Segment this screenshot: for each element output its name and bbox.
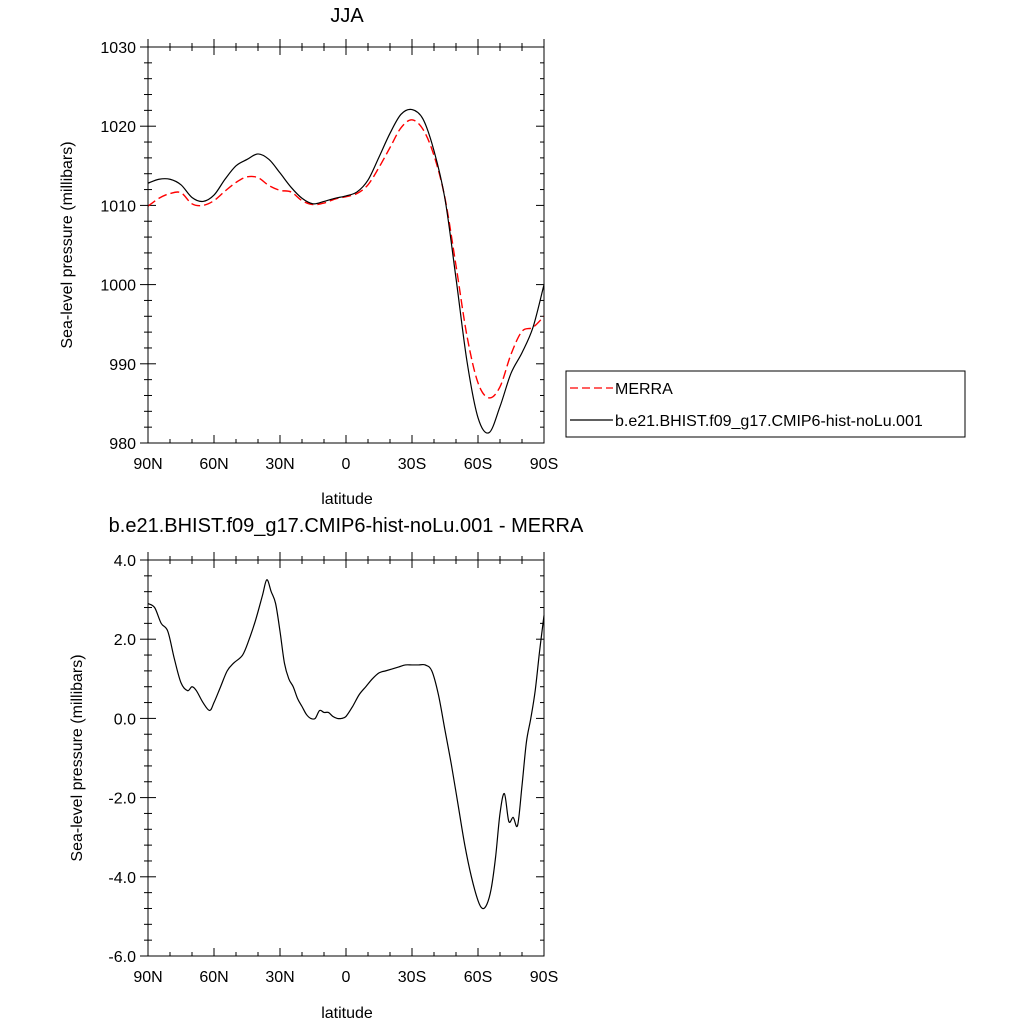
legend-box — [565, 370, 966, 438]
legend-label-model: b.e21.BHIST.f09_g17.CMIP6-hist-noLu.001 — [615, 413, 923, 430]
bottom-y-tick-label: 4.0 — [114, 553, 136, 570]
top-chart-title: JJA — [330, 5, 364, 27]
top-y-tick-label: 1030 — [100, 40, 136, 57]
top-series-layer — [147, 108, 545, 434]
top-y-tick-label: 980 — [109, 436, 136, 453]
top-x-tick-label: 60S — [464, 456, 492, 473]
top-x-tick-label: 60N — [199, 456, 228, 473]
top-y-tick-label: 1010 — [100, 198, 136, 215]
bottom-plot-frame — [147, 559, 545, 957]
top-panel: JJA 90N 60N 30N 0 30S 60S 90S 1030 1020 1010 1000… — [59, 5, 558, 508]
bottom-x-tick-label: 0 — [342, 969, 351, 986]
bottom-x-tick-label: 90N — [133, 969, 162, 986]
bottom-y-tick-labels: 4.0 2.0 0.0 -2.0 -4.0 -6.0 — [108, 553, 136, 966]
bottom-panel: b.e21.BHIST.f09_g17.CMIP6-hist-noLu.001 … — [69, 515, 584, 1022]
bottom-y-tick-label: -4.0 — [108, 870, 136, 887]
bottom-x-axis-label: latitude — [321, 1005, 373, 1022]
bottom-x-tick-label: 60S — [464, 969, 492, 986]
top-x-tick-label: 30N — [265, 456, 294, 473]
top-y-tick-labels: 1030 1020 1010 1000 990 980 — [100, 40, 136, 453]
top-series-line-merra — [147, 119, 545, 399]
bottom-chart-title: b.e21.BHIST.f09_g17.CMIP6-hist-noLu.001 … — [109, 515, 584, 537]
bottom-y-tick-label: 0.0 — [114, 711, 136, 728]
top-x-axis-label: latitude — [321, 491, 373, 508]
top-y-tick-label: 1000 — [100, 278, 136, 295]
top-series-line-b-e21-bhist-f09-g17-cmip — [147, 108, 545, 434]
bottom-x-tick-label: 60N — [199, 969, 228, 986]
bottom-y-tick-label: -2.0 — [108, 791, 136, 808]
bottom-y-tick-label: -6.0 — [108, 949, 136, 966]
top-y-tick-label: 990 — [109, 357, 136, 374]
top-tick-marks — [140, 39, 545, 444]
top-x-tick-label: 30S — [398, 456, 426, 473]
top-x-tick-label: 90S — [530, 456, 558, 473]
top-x-tick-labels: 90N 60N 30N 0 30S 60S 90S — [133, 456, 558, 473]
top-y-axis-label: Sea-level pressure (millibars) — [59, 141, 76, 348]
bottom-tick-marks — [140, 552, 545, 957]
legend-label-merra: MERRA — [615, 381, 673, 398]
bottom-x-tick-label: 30S — [398, 969, 426, 986]
bottom-y-tick-label: 2.0 — [114, 632, 136, 649]
top-x-tick-label: 90N — [133, 456, 162, 473]
bottom-x-tick-label: 90S — [530, 969, 558, 986]
top-plot-frame — [147, 46, 545, 444]
bottom-series-layer — [147, 579, 545, 910]
legend: MERRA b.e21.BHIST.f09_g17.CMIP6-hist-noL… — [565, 370, 966, 438]
bottom-x-tick-label: 30N — [265, 969, 294, 986]
bottom-y-axis-label: Sea-level pressure (millibars) — [69, 654, 86, 861]
bottom-x-tick-labels: 90N 60N 30N 0 30S 60S 90S — [133, 969, 558, 986]
top-y-tick-label: 1020 — [100, 119, 136, 136]
top-x-tick-label: 0 — [342, 456, 351, 473]
bottom-series-line-difference-0 — [147, 579, 545, 910]
